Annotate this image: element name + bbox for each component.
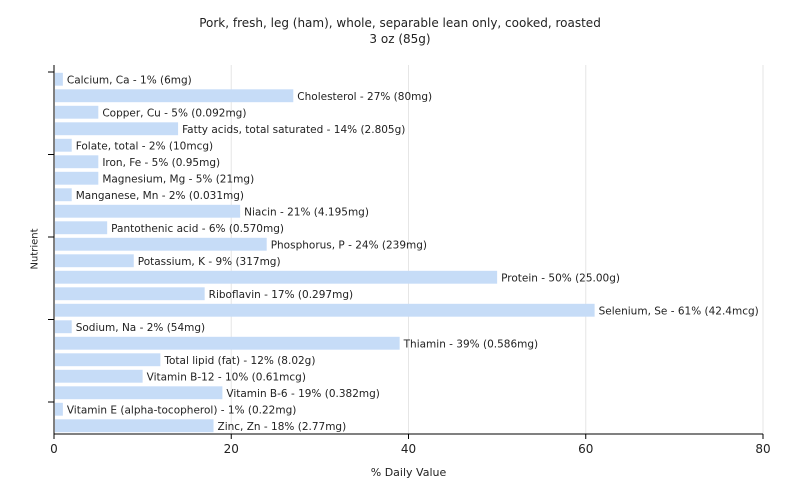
bar: [55, 386, 223, 400]
x-tick-label: 20: [224, 442, 239, 456]
bar: [55, 171, 99, 185]
bar: [55, 237, 267, 251]
data-label: Fatty acids, total saturated - 14% (2.80…: [182, 124, 405, 136]
bar: [55, 155, 99, 169]
bar: [55, 122, 179, 136]
bar: [55, 320, 72, 334]
x-tick-label: 80: [755, 442, 770, 456]
bar: [55, 419, 214, 433]
data-label: Total lipid (fat) - 12% (8.02g): [163, 355, 315, 367]
data-label: Magnesium, Mg - 5% (21mg): [102, 173, 254, 185]
bar: [55, 221, 108, 235]
data-label: Potassium, K - 9% (317mg): [138, 256, 281, 268]
data-label: Vitamin B-6 - 19% (0.382mg): [226, 388, 380, 400]
data-label: Niacin - 21% (4.195mg): [244, 206, 369, 218]
bar: [55, 254, 134, 268]
chart-subtitle: 3 oz (85g): [369, 32, 431, 46]
bar: [55, 369, 143, 383]
data-label: Iron, Fe - 5% (0.95mg): [102, 157, 220, 169]
x-tick-label: 40: [401, 442, 416, 456]
bar: [55, 72, 63, 86]
bar: [55, 353, 161, 367]
bar: [55, 336, 400, 350]
data-label: Protein - 50% (25.00g): [501, 272, 620, 284]
y-axis-title: Nutrient: [29, 228, 41, 270]
data-label: Thiamin - 39% (0.586mg): [403, 338, 539, 350]
data-label: Folate, total - 2% (10mcg): [76, 140, 213, 152]
bar: [55, 105, 99, 119]
bar: [55, 287, 205, 301]
data-label: Vitamin B-12 - 10% (0.61mcg): [147, 371, 306, 383]
bar: [55, 270, 498, 284]
bar: [55, 204, 241, 218]
data-label: Cholesterol - 27% (80mg): [297, 91, 432, 103]
data-label: Vitamin E (alpha-tocopherol) - 1% (0.22m…: [67, 404, 296, 416]
bar: [55, 303, 595, 317]
data-label: Pantothenic acid - 6% (0.570mg): [111, 223, 284, 235]
data-label: Phosphorus, P - 24% (239mg): [271, 239, 427, 251]
data-label: Riboflavin - 17% (0.297mg): [209, 289, 353, 301]
data-label: Calcium, Ca - 1% (6mg): [67, 74, 192, 86]
x-tick-label: 60: [578, 442, 593, 456]
bar: [55, 89, 294, 103]
data-label: Selenium, Se - 61% (42.4mcg): [599, 305, 759, 317]
data-label: Sodium, Na - 2% (54mg): [76, 322, 205, 334]
data-label: Copper, Cu - 5% (0.092mg): [102, 107, 246, 119]
data-label: Zinc, Zn - 18% (2.77mg): [218, 421, 347, 433]
bar: [55, 138, 72, 152]
x-axis-title: % Daily Value: [370, 466, 447, 479]
bar: [55, 188, 72, 202]
x-tick-label: 0: [50, 442, 58, 456]
bar: [55, 402, 63, 416]
chart-title: Pork, fresh, leg (ham), whole, separable…: [199, 16, 601, 30]
data-label: Manganese, Mn - 2% (0.031mg): [76, 190, 244, 202]
